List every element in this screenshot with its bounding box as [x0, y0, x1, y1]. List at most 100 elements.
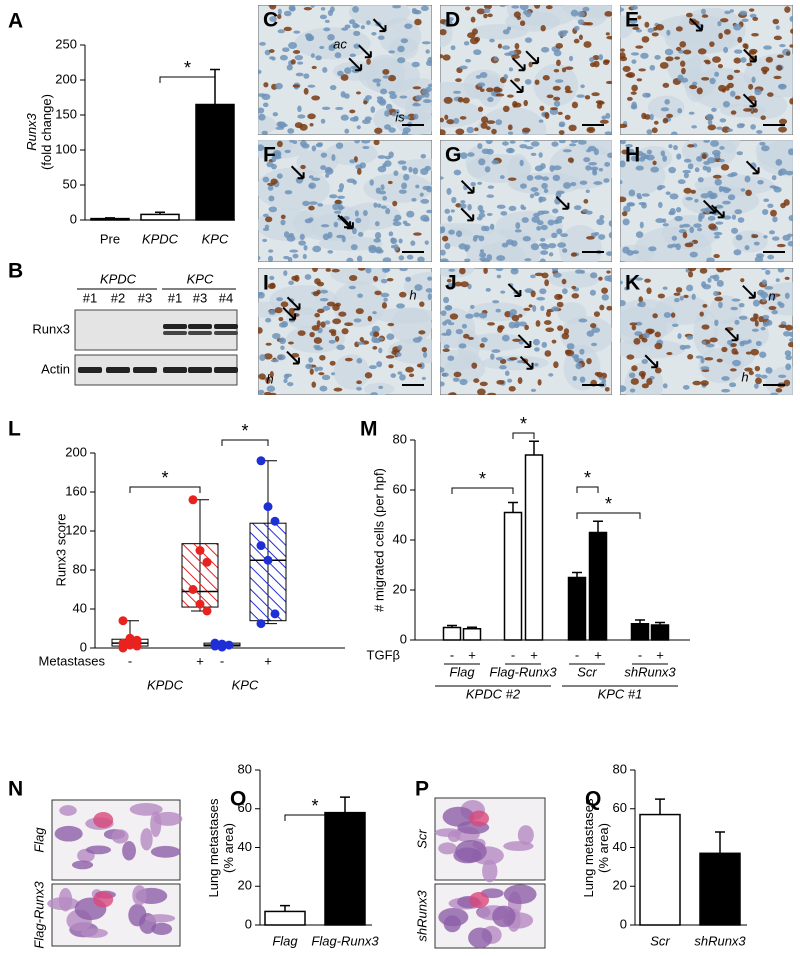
nucleus [654, 331, 661, 338]
x-tick-label: shRunx3 [694, 933, 746, 948]
group-label: KPDC #2 [466, 686, 521, 701]
nucleus [601, 287, 608, 294]
significance-star: * [241, 421, 248, 441]
bar [503, 511, 523, 641]
nucleus [631, 5, 638, 10]
nucleus [622, 218, 630, 226]
nucleus [579, 348, 585, 355]
nucleus [539, 288, 547, 295]
nucleus [709, 275, 717, 279]
nucleus [395, 109, 400, 115]
x-tick-label: + [656, 647, 664, 662]
nucleus [689, 251, 698, 258]
nucleus [341, 328, 349, 335]
nucleus [525, 146, 534, 150]
nucleus [713, 291, 719, 297]
nucleus [316, 308, 325, 314]
micrograph [440, 5, 612, 135]
nucleus [718, 301, 723, 309]
nucleus [704, 357, 714, 361]
nucleus [369, 179, 374, 186]
arrow [743, 48, 757, 63]
nucleus [356, 358, 363, 364]
nucleus [332, 203, 340, 211]
nucleus [376, 361, 383, 368]
nucleus [421, 41, 431, 45]
nucleus [740, 340, 750, 345]
nucleus [462, 97, 470, 104]
nucleus [629, 278, 635, 282]
tissue [457, 329, 480, 365]
nucleus [729, 90, 736, 97]
nucleus [502, 29, 510, 35]
nucleus [706, 257, 715, 262]
band [188, 331, 212, 335]
nucleus [397, 344, 403, 351]
nucleus [551, 339, 557, 344]
nucleus [523, 140, 532, 142]
nucleus [406, 210, 415, 218]
x-tick-label: - [450, 647, 454, 662]
nucleus [487, 322, 495, 326]
nucleus [549, 108, 559, 115]
nucleus [477, 106, 484, 112]
tissue [150, 811, 162, 838]
nucleus [408, 373, 415, 378]
nucleus [622, 65, 631, 73]
nucleus [320, 321, 326, 328]
nucleus [693, 223, 702, 228]
nucleus [701, 14, 709, 18]
nucleus [398, 255, 405, 261]
nucleus [580, 270, 585, 274]
nucleus [714, 178, 722, 186]
nucleus [309, 122, 314, 127]
nucleus [426, 185, 432, 193]
group-label: shRunx3 [624, 664, 676, 679]
nucleus [526, 175, 534, 181]
nucleus [687, 354, 694, 360]
nucleus [730, 172, 738, 177]
nucleus [626, 96, 633, 101]
nucleus [329, 6, 335, 13]
nucleus [639, 221, 644, 229]
nucleus [360, 25, 366, 30]
nucleus [789, 337, 793, 343]
nucleus [267, 182, 275, 187]
nucleus [490, 353, 495, 360]
nucleus [752, 16, 759, 22]
nucleus [405, 366, 414, 373]
tissue [260, 140, 293, 157]
nucleus [349, 159, 356, 164]
bar [650, 624, 670, 641]
nucleus [571, 285, 577, 290]
micrograph [258, 140, 432, 262]
nucleus [390, 237, 396, 243]
nucleus [519, 144, 528, 149]
nucleus [476, 216, 483, 221]
group-label: Scr [577, 664, 597, 679]
image-label: Scr [414, 829, 429, 849]
nucleus [441, 372, 449, 377]
nucleus [311, 145, 317, 152]
nucleus [772, 236, 780, 241]
nucleus [322, 233, 330, 241]
region-label: h [266, 371, 273, 386]
nucleus [709, 77, 716, 85]
nucleus [696, 155, 703, 162]
nucleus [721, 376, 730, 381]
significance-bracket [159, 76, 216, 83]
panel-letter: H [625, 144, 640, 167]
nucleus [736, 123, 745, 129]
nucleus [440, 381, 445, 387]
nucleus [752, 299, 760, 307]
nucleus [320, 118, 326, 124]
nucleus [698, 215, 703, 222]
nucleus [269, 5, 277, 10]
nucleus [283, 255, 290, 260]
nucleus [682, 385, 690, 390]
nucleus [778, 83, 787, 90]
nucleus [679, 296, 684, 301]
point [188, 585, 198, 594]
nucleus [443, 96, 453, 104]
nucleus [307, 84, 316, 88]
